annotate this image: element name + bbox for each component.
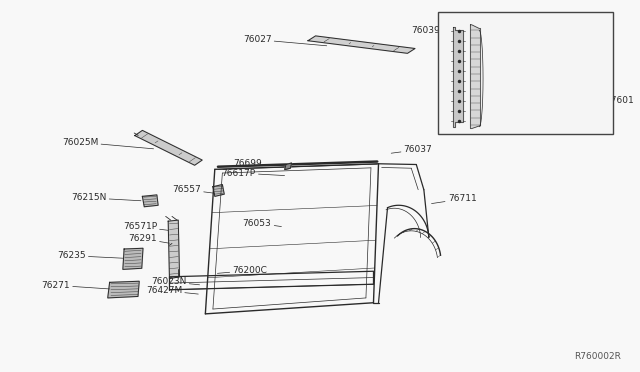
Text: 76557: 76557 (172, 185, 214, 194)
Text: 76200C: 76200C (218, 266, 268, 275)
Text: 76291: 76291 (128, 234, 170, 243)
Text: 76027: 76027 (243, 35, 327, 46)
Text: 76215N: 76215N (71, 193, 141, 202)
Polygon shape (453, 27, 463, 127)
Polygon shape (142, 195, 158, 207)
Text: 76235: 76235 (57, 251, 123, 260)
Text: R760002R: R760002R (574, 352, 621, 361)
Polygon shape (108, 281, 140, 298)
Text: 76271: 76271 (42, 281, 109, 290)
Polygon shape (135, 131, 202, 165)
Bar (438, 12, 613, 134)
Text: 76617P: 76617P (221, 169, 285, 177)
Polygon shape (470, 25, 481, 129)
Polygon shape (308, 36, 415, 53)
Polygon shape (168, 220, 180, 279)
Polygon shape (123, 248, 143, 269)
Text: 76025M: 76025M (62, 138, 154, 149)
Polygon shape (213, 185, 224, 196)
Text: 76711: 76711 (431, 195, 477, 203)
Text: 76039: 76039 (411, 26, 451, 35)
Text: 76571P: 76571P (123, 222, 168, 231)
Text: 76053: 76053 (243, 219, 282, 228)
Text: 77601: 77601 (568, 96, 634, 105)
Polygon shape (285, 163, 292, 170)
Text: 76427M: 76427M (146, 286, 198, 295)
Text: 76037: 76037 (391, 145, 433, 154)
Text: 76699: 76699 (233, 158, 285, 167)
Text: 76023N: 76023N (151, 277, 200, 286)
